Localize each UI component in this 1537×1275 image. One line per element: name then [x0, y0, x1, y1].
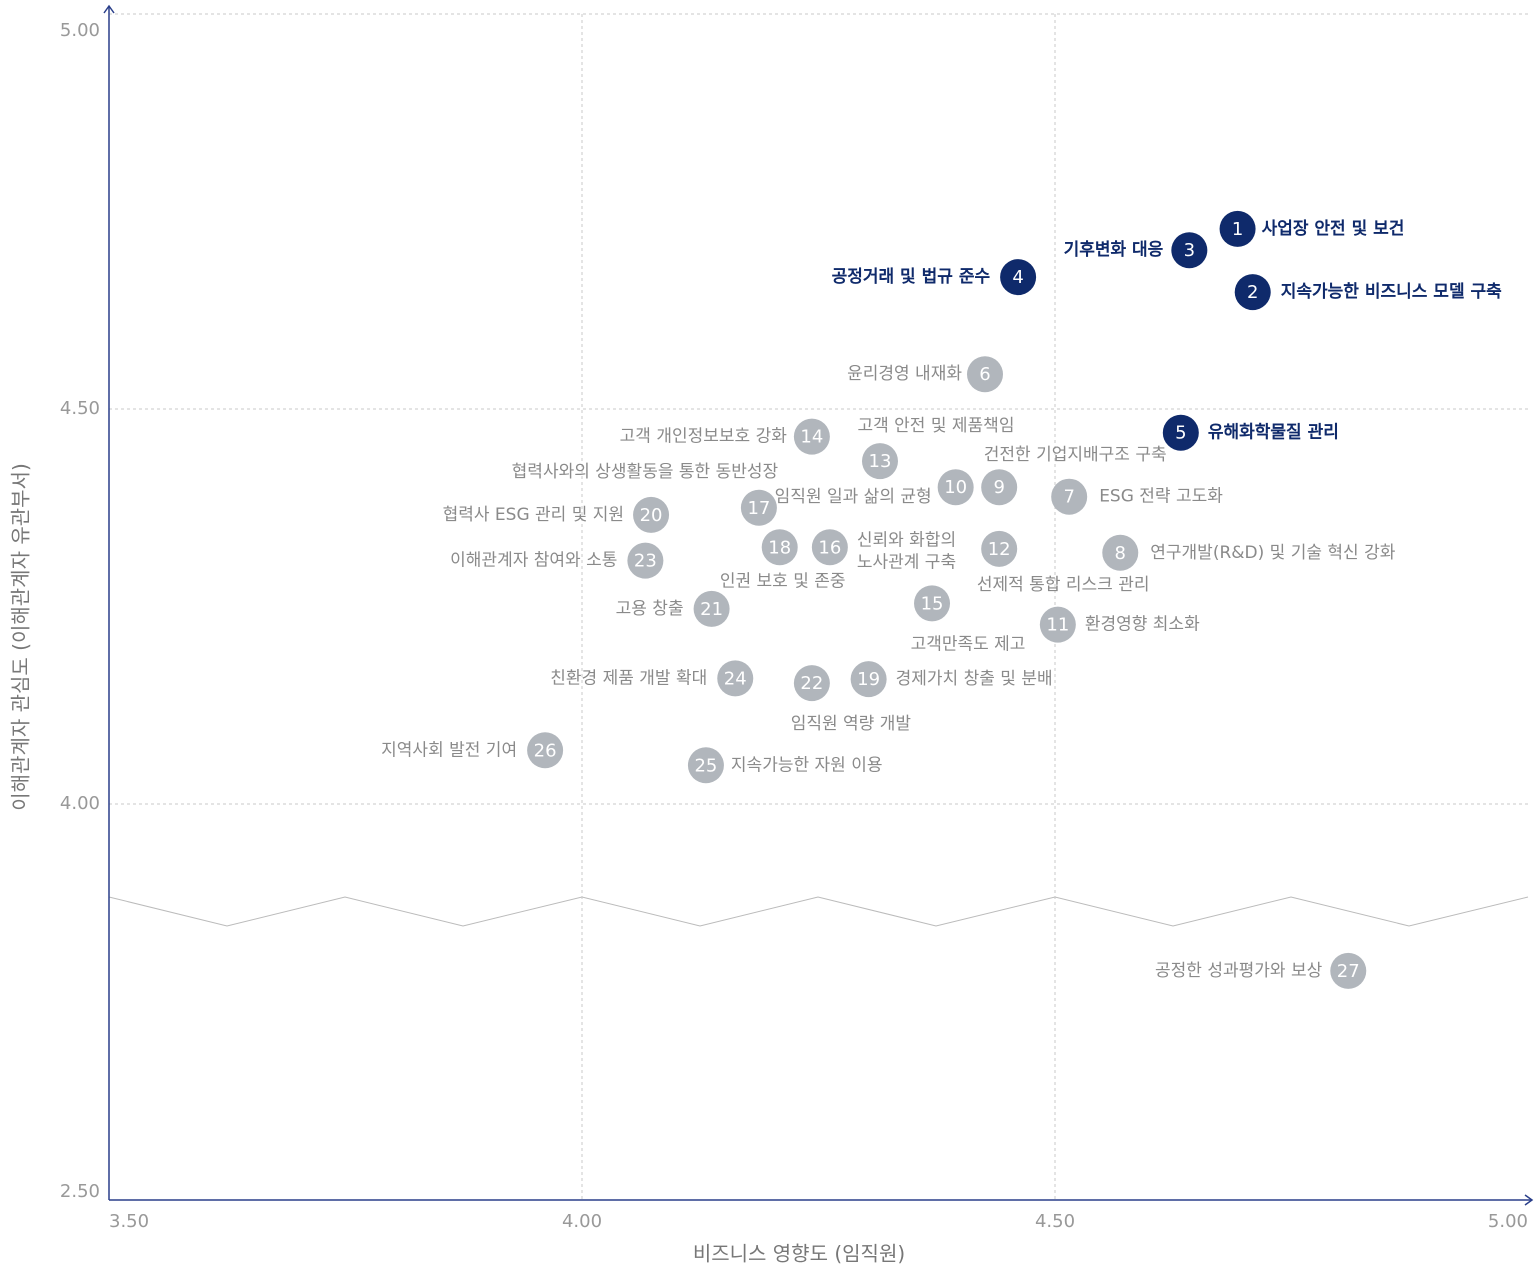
point	[1330, 952, 1367, 989]
point	[793, 665, 830, 702]
point-label: 지속가능한 자원 이용	[731, 755, 883, 775]
point-label: 이해관계자 참여와 소통	[450, 551, 617, 571]
point	[1000, 259, 1037, 296]
point	[1162, 414, 1199, 451]
point-number: 9	[993, 477, 1004, 498]
point-number: 26	[534, 740, 557, 761]
point	[740, 489, 777, 526]
point-label: 협력사와의 상생활동을 통한 동반성장	[512, 462, 779, 482]
point-number: 2	[1247, 282, 1258, 303]
x-axis-label: 비즈니스 영향도 (임직원)	[693, 1242, 905, 1266]
point-label: 인권 보호 및 존중	[720, 571, 846, 591]
point	[850, 661, 887, 698]
point	[981, 530, 1018, 567]
point-label: 지역사회 발전 기여	[381, 740, 517, 760]
point-number: 8	[1115, 543, 1126, 564]
point-label: 건전한 기업지배구조 구축	[984, 445, 1167, 465]
x-tick-label: 5.00	[1488, 1211, 1528, 1232]
point-number: 23	[634, 551, 657, 572]
point-label: 공정거래 및 법규 준수	[832, 267, 991, 287]
point-number: 19	[857, 669, 880, 690]
point	[914, 585, 951, 622]
axis-break	[108, 896, 1529, 927]
point-number: 6	[979, 364, 990, 385]
point	[937, 469, 974, 506]
point	[966, 356, 1003, 393]
point-label: 고객 개인정보보호 강화	[620, 427, 788, 447]
point-number: 11	[1046, 615, 1069, 636]
point-label: 윤리경영 내재화	[847, 364, 962, 384]
point-number: 24	[724, 668, 747, 689]
point	[1102, 534, 1139, 571]
point	[717, 660, 754, 697]
point-number: 5	[1175, 423, 1186, 444]
x-axis-arrow	[1524, 1194, 1534, 1206]
point-label: 친환경 제품 개발 확대	[550, 668, 707, 688]
x-tick-label: 3.50	[109, 1211, 149, 1232]
point-label: 임직원 역량 개발	[791, 714, 912, 734]
x-tick-label: 4.50	[1035, 1211, 1075, 1232]
y-tick-label: 4.00	[60, 793, 100, 814]
point-number: 7	[1063, 487, 1074, 508]
y-axis-arrow	[103, 4, 115, 14]
point	[811, 529, 848, 566]
point-number: 15	[921, 593, 944, 614]
point-label: 환경영향 최소화	[1085, 615, 1200, 635]
point-number: 20	[640, 505, 663, 526]
point-label: 고객 안전 및 제품책임	[857, 416, 1014, 436]
point-label: 신뢰와 화합의	[857, 530, 956, 550]
point	[1234, 274, 1271, 311]
point-number: 17	[747, 498, 770, 519]
point	[981, 469, 1018, 506]
point-number: 14	[800, 427, 823, 448]
point	[1219, 210, 1256, 247]
point-number: 18	[768, 537, 791, 558]
point	[527, 732, 564, 769]
point-label: 고용 창출	[616, 599, 684, 619]
point	[861, 443, 898, 480]
x-tick-label: 4.00	[562, 1211, 602, 1232]
point-number: 16	[818, 537, 841, 558]
point	[627, 542, 664, 579]
point-number: 4	[1012, 267, 1023, 288]
y-tick-label: 4.50	[60, 398, 100, 419]
y-axis-label: 이해관계자 관심도 (이해관계자 유관부서)	[9, 463, 33, 810]
point-label: 지속가능한 비즈니스 모델 구축	[1281, 281, 1502, 302]
point-label: 고객만족도 제고	[911, 634, 1026, 654]
point	[687, 747, 724, 784]
point-label: 노사관계 구축	[857, 552, 956, 572]
point	[1171, 232, 1208, 269]
point-label: 협력사 ESG 관리 및 지원	[443, 505, 624, 525]
point-label: 연구개발(R&D) 및 기술 혁신 강화	[1150, 543, 1395, 563]
point-number: 10	[944, 477, 967, 498]
point-label: 임직원 일과 삶의 균형	[775, 487, 932, 507]
point-label: ESG 전략 고도화	[1099, 487, 1223, 507]
point-number: 3	[1184, 240, 1195, 261]
point	[633, 496, 670, 533]
point-number: 13	[869, 451, 892, 472]
point-number: 27	[1337, 961, 1360, 982]
point-number: 25	[694, 755, 717, 776]
y-tick-label: 5.00	[60, 20, 100, 41]
point-label: 유해화학물질 관리	[1208, 422, 1339, 443]
point-label: 기후변화 대응	[1064, 239, 1164, 260]
point	[693, 590, 730, 627]
point-label: 선제적 통합 리스크 관리	[977, 575, 1150, 595]
point-label: 공정한 성과평가와 보상	[1155, 961, 1323, 981]
point	[793, 418, 830, 455]
point-number: 12	[988, 539, 1011, 560]
point	[1051, 478, 1088, 515]
point-number: 22	[800, 673, 823, 694]
y-tick-label: 2.50	[60, 1181, 100, 1202]
point-number: 1	[1232, 219, 1243, 240]
point-label: 경제가치 창출 및 분배	[896, 669, 1053, 689]
point-label: 사업장 안전 및 보건	[1262, 219, 1405, 239]
point	[1039, 606, 1076, 643]
point-number: 21	[700, 599, 723, 620]
point	[761, 529, 798, 566]
